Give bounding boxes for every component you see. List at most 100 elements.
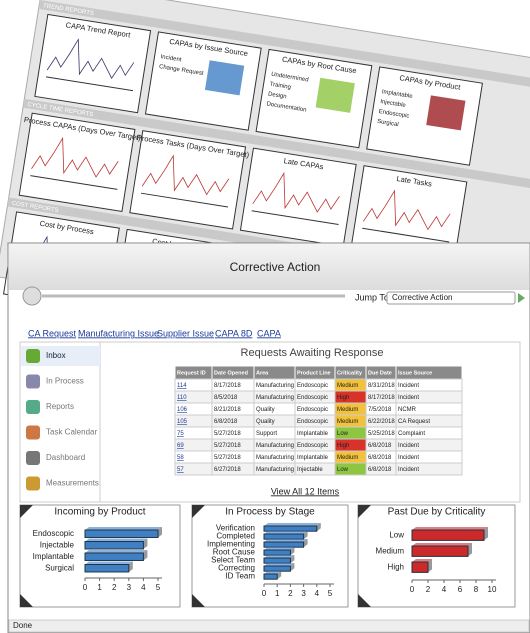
cell-text: Incident [398,455,419,461]
x-tick-label: 3 [127,583,132,592]
panel-line [252,171,340,213]
panel-axis [362,227,450,243]
cell-text: High [337,395,349,401]
chart-corner [192,594,205,607]
bar-side [143,550,148,561]
x-tick-label: 1 [97,583,102,592]
cell-text: 5/27/2018 [214,443,241,449]
cell-text: Medium [337,407,358,413]
bar [263,573,278,580]
x-tick-label: 4 [141,583,146,592]
x-tick-label: 8 [474,585,479,594]
sidebar-icon [26,476,40,491]
cell-text: 6/8/2018 [214,419,238,425]
sidebar-item[interactable]: Measurements [46,479,99,488]
category-label: Implantable [33,552,75,561]
x-tick-label: 4 [315,589,320,598]
window-title: Corrective Action [230,260,321,274]
bar [263,541,305,548]
bar [263,525,318,532]
cell-text: Low [337,467,349,473]
panel-label: Incident [160,54,182,63]
panel-axis [45,76,134,92]
panel-label: Design [268,91,287,100]
request-id-link[interactable]: 58 [177,455,184,461]
panel-label: Undetermined [271,72,309,84]
chart-corner [20,505,33,518]
cell-text: 8/31/2018 [368,383,395,389]
bar-side [143,538,148,549]
header-label: Due Date [368,370,392,376]
bar-top [264,555,295,558]
request-id-link[interactable]: 105 [177,419,188,425]
cell-text: 8/5/2018 [214,395,238,401]
x-tick-label: 0 [262,589,267,598]
cell-text: Quality [256,407,275,413]
chart-title: Incoming by Product [54,507,145,518]
x-tick-label: 4 [442,585,447,594]
x-tick-label: 2 [112,583,117,592]
request-id-link[interactable]: 106 [177,407,188,413]
x-tick-label: 0 [83,583,88,592]
request-id-link[interactable]: 69 [177,443,184,449]
bar [411,529,485,541]
request-id-link[interactable]: 75 [177,431,184,437]
cell-text: 5/25/2018 [368,431,395,437]
request-id-link[interactable]: 114 [177,383,187,389]
cell-text: Manufacturing [256,443,294,449]
cell-text: Manufacturing [256,383,294,389]
panel-shape [426,95,466,131]
bar-top [264,571,282,574]
status-text: Done [13,621,33,630]
tab-link[interactable]: Supplier Issue [157,328,214,338]
bar-side [128,561,133,572]
tab-link[interactable]: CAPA [257,328,281,338]
cell-text: Endoscopic [297,419,328,425]
cell-text: Complaint [398,431,425,437]
panel-label: Training [269,82,291,91]
panel-shape [204,60,245,96]
sidebar-item[interactable]: Reports [46,402,74,411]
cell-text: Incident [398,395,419,401]
tab-link[interactable]: CAPA 8D [215,328,253,338]
bar-side [290,563,295,572]
cell-text: Implantable [297,431,329,437]
x-tick-label: 0 [410,585,415,594]
sidebar-icon [26,349,40,363]
sidebar-item[interactable]: Task Calendar [46,428,97,437]
bar-top [264,563,295,566]
bar [263,533,305,540]
tab-link[interactable]: Manufacturing Issue [78,328,159,338]
cell-text: 6/8/2018 [368,443,392,449]
request-id-link[interactable]: 110 [177,395,187,401]
chart-title: Past Due by Criticality [388,507,486,518]
bar-side [428,559,432,573]
sidebar-item[interactable]: Dashboard [46,453,85,462]
header-label: Date Opened [214,370,248,376]
bar [84,564,130,573]
go-arrow[interactable] [518,293,525,303]
chart-corner [20,594,33,607]
cell-text: Endoscopic [297,383,328,389]
view-all[interactable]: View All 12 Items [271,486,340,496]
chart-corner [192,505,205,518]
bar-side [277,571,282,580]
section-band [38,0,530,97]
cell-text: 8/17/2018 [368,395,395,401]
cell-text: 6/22/2018 [368,419,395,425]
cell-text: 5/27/2018 [214,431,241,437]
tab-link[interactable]: CA Request [28,328,77,338]
header-label: Criticality [337,370,363,376]
cell-text: High [337,443,349,449]
cell-text: Low [337,431,349,437]
cell-text: Manufacturing [256,467,294,473]
sidebar-item[interactable]: In Process [46,377,84,386]
jump-select[interactable] [386,291,516,305]
header-label: Area [256,370,269,376]
request-id-link[interactable]: 57 [177,467,184,473]
search-icon[interactable] [22,286,42,306]
sidebar-icon [26,451,40,465]
section-band [22,98,530,196]
sidebar-item[interactable]: Inbox [46,351,66,360]
